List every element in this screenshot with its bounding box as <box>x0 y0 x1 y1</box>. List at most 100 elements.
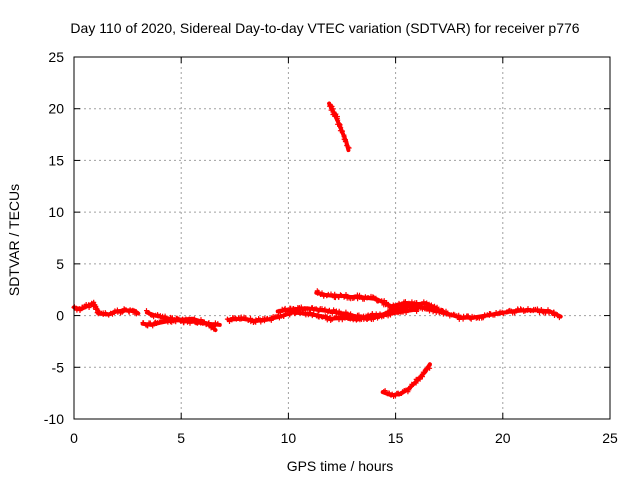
data-point <box>326 307 332 313</box>
data-point <box>147 320 153 326</box>
data-point <box>322 307 328 313</box>
data-point <box>388 305 394 311</box>
y-tick-labels: -10 -5 0 5 10 15 20 25 <box>44 49 64 427</box>
x-tick-label: 25 <box>602 430 618 446</box>
data-point <box>356 312 362 318</box>
data-point <box>215 321 221 327</box>
data-point <box>492 312 498 318</box>
x-tick-label: 10 <box>281 430 297 446</box>
x-tick-label: 0 <box>70 430 78 446</box>
data-point <box>248 315 253 321</box>
data-point <box>393 303 399 309</box>
x-tick-label: 5 <box>177 430 185 446</box>
data-point <box>434 304 440 310</box>
data-point <box>339 128 345 134</box>
data-point <box>157 313 163 319</box>
data-point <box>556 315 562 321</box>
data-point <box>361 296 367 302</box>
data-point <box>282 305 288 311</box>
y-tick-label: -10 <box>44 411 64 427</box>
data-point <box>381 313 387 319</box>
data-point <box>339 317 345 323</box>
series-late-morning-arc <box>144 308 222 329</box>
data-point <box>406 387 412 393</box>
data-point <box>150 323 156 329</box>
data-point <box>258 319 264 325</box>
grid-lines <box>74 57 610 419</box>
data-point <box>338 293 344 299</box>
data-point <box>133 311 139 317</box>
data-point <box>86 302 92 308</box>
data-point <box>283 309 289 314</box>
y-tick-label: 20 <box>48 101 64 117</box>
data-point <box>439 308 445 313</box>
data-point <box>417 376 423 382</box>
data-point <box>370 294 376 300</box>
series-low-arc <box>380 362 433 399</box>
data-point <box>385 313 391 319</box>
data-point <box>518 306 524 312</box>
x-tick-labels: 0 5 10 15 20 25 <box>70 430 618 446</box>
data-point <box>140 320 146 326</box>
data-point <box>115 309 121 315</box>
data-point <box>211 323 217 329</box>
data-point <box>426 301 432 307</box>
y-tick-label: 5 <box>56 256 64 272</box>
data-point <box>307 310 313 315</box>
data-point <box>512 309 518 315</box>
data-point <box>341 294 347 300</box>
y-tick-label: 10 <box>48 204 64 220</box>
data-point <box>178 318 184 324</box>
data-point <box>170 318 176 324</box>
data-point <box>365 295 371 300</box>
data-point <box>402 299 408 305</box>
data-series <box>71 101 563 399</box>
data-point <box>400 308 406 314</box>
data-point <box>537 310 542 315</box>
data-point <box>153 321 159 326</box>
y-tick-label: -5 <box>52 359 65 375</box>
data-point <box>403 310 409 315</box>
data-point <box>277 309 283 315</box>
data-point <box>264 315 270 321</box>
data-point <box>343 292 349 297</box>
data-point <box>445 310 451 316</box>
data-point <box>360 314 366 320</box>
data-point <box>145 323 151 329</box>
data-point <box>426 363 432 369</box>
data-point <box>411 306 416 312</box>
data-point <box>336 308 342 314</box>
x-tick-label: 15 <box>388 430 404 446</box>
data-point <box>332 291 338 297</box>
data-point <box>292 306 298 312</box>
data-point <box>384 300 390 305</box>
chart-title: Day 110 of 2020, Sidereal Day-to-day VTE… <box>70 20 579 36</box>
x-tick-label: 20 <box>495 430 511 446</box>
data-point <box>206 320 212 326</box>
data-point <box>200 320 206 326</box>
data-point <box>500 311 506 317</box>
data-point <box>373 295 379 301</box>
data-point <box>421 370 427 376</box>
y-tick-label: 25 <box>48 49 64 65</box>
series-upper-crossing-arc <box>314 288 445 315</box>
data-point <box>338 292 343 298</box>
data-point <box>344 142 350 148</box>
data-point <box>545 307 551 313</box>
data-point <box>414 308 420 314</box>
data-point <box>346 145 352 151</box>
y-axis-label: SDTVAR / TECUs <box>6 184 22 296</box>
data-point <box>416 302 422 308</box>
data-point <box>554 312 560 318</box>
y-tick-label: 15 <box>48 152 64 168</box>
data-point <box>343 138 349 144</box>
series-lower-crossing-arc <box>275 304 420 322</box>
data-point <box>162 313 168 319</box>
data-point <box>103 311 109 317</box>
data-point <box>347 316 353 322</box>
data-point <box>187 320 193 326</box>
data-point <box>285 308 291 314</box>
data-point <box>253 317 259 323</box>
